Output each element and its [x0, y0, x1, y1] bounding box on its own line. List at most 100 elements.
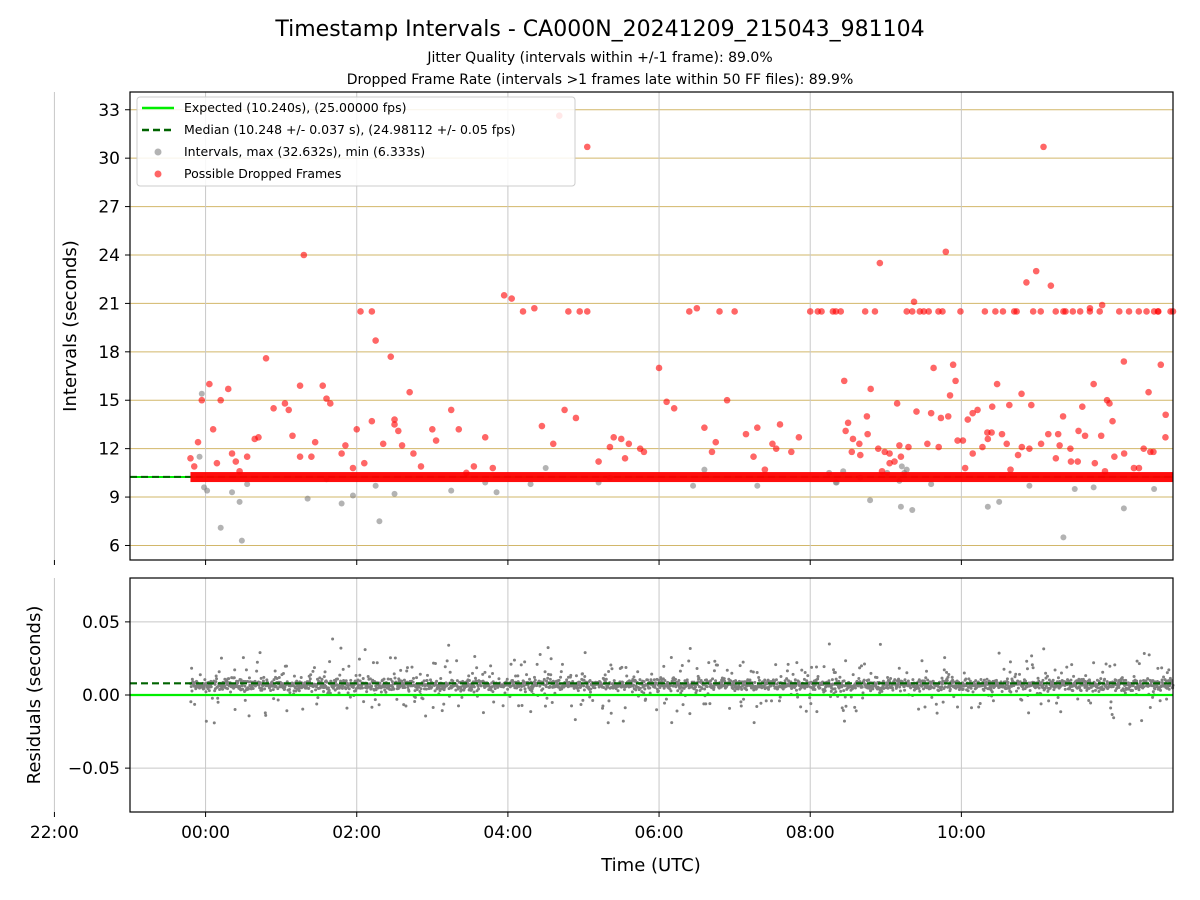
residual-point — [631, 678, 635, 682]
residual-point — [233, 708, 237, 712]
residual-point — [902, 685, 906, 689]
residual-point — [757, 678, 761, 682]
residual-point — [219, 656, 223, 660]
residual-point — [1008, 670, 1012, 674]
residual-point — [650, 672, 654, 676]
residual-point — [935, 711, 939, 715]
dropped-frame-point — [974, 406, 981, 414]
residual-point — [1119, 679, 1123, 683]
residual-point — [1013, 675, 1017, 679]
residual-point — [630, 690, 634, 694]
residual-point — [898, 689, 902, 693]
residual-point — [466, 684, 470, 688]
residual-point — [511, 680, 515, 684]
residual-point — [340, 686, 344, 690]
dropped-frame-point — [1143, 308, 1150, 315]
dropped-frame-point — [942, 248, 950, 256]
residual-point — [363, 648, 367, 652]
residual-point — [991, 699, 995, 703]
residual-point — [905, 671, 909, 675]
residual-point — [918, 689, 922, 693]
dropped-frame-point — [395, 427, 402, 435]
dropped-frame-point — [981, 308, 989, 315]
residual-point — [1065, 665, 1069, 669]
residual-point — [1046, 689, 1050, 693]
residual-point — [477, 687, 481, 691]
residual-point — [285, 709, 289, 713]
legend: Expected (10.240s), (25.00000 fps) Media… — [136, 96, 576, 187]
residual-point — [593, 686, 597, 690]
dropped-frame-point — [342, 442, 349, 449]
residual-point — [878, 691, 882, 695]
residual-point — [897, 677, 901, 681]
residual-point — [1151, 679, 1155, 683]
residual-point — [448, 670, 452, 674]
residual-point — [1014, 672, 1018, 676]
dropped-frame-point — [1059, 413, 1067, 420]
residual-point — [1079, 689, 1083, 693]
residual-point — [573, 718, 577, 722]
residual-point — [676, 689, 680, 693]
interval-point — [984, 503, 991, 510]
dropped-frame-point — [1106, 400, 1113, 407]
dropped-frame-point — [1079, 403, 1086, 410]
dropped-frame-point — [206, 380, 213, 388]
residual-point — [646, 678, 650, 682]
dropped-frame-point — [954, 437, 961, 444]
dropped-frame-point — [776, 421, 784, 428]
residual-point — [467, 674, 471, 678]
dropped-frame-point — [209, 425, 217, 433]
residual-point — [923, 705, 927, 709]
residual-point — [830, 678, 834, 682]
residual-point — [643, 687, 647, 691]
interval-point — [376, 518, 383, 525]
dropped-frame-point — [925, 308, 933, 315]
dropped-frame-point — [969, 409, 976, 417]
dropped-frame-point — [750, 453, 757, 461]
residual-point — [1165, 671, 1169, 675]
residual-point — [475, 666, 479, 670]
residual-point — [276, 687, 280, 691]
residual-point — [805, 679, 809, 683]
residual-point — [425, 673, 429, 677]
dropped-frame-point — [984, 429, 991, 436]
residual-point — [422, 679, 426, 683]
residual-point — [395, 697, 399, 701]
residual-point — [722, 677, 726, 681]
residual-point — [1096, 686, 1100, 690]
residual-point — [997, 651, 1001, 655]
residual-point — [322, 690, 326, 694]
intervals-y-tick-label: 21 — [98, 294, 120, 314]
residual-point — [530, 689, 534, 693]
legend-box — [136, 96, 576, 187]
residual-point — [392, 672, 396, 676]
residual-point — [588, 678, 592, 682]
interval-point — [754, 482, 761, 489]
residual-point — [1059, 671, 1063, 675]
residual-point — [472, 690, 476, 694]
residual-point — [673, 677, 677, 681]
residual-point — [204, 719, 208, 723]
residual-point — [600, 683, 604, 687]
residual-point — [606, 685, 610, 689]
residual-point — [214, 674, 218, 678]
residual-point — [311, 669, 315, 673]
residual-point — [1114, 678, 1118, 682]
dropped-frame-point — [213, 459, 221, 467]
dropped-frame-point — [969, 450, 977, 457]
residual-point — [1006, 681, 1010, 685]
residual-point — [698, 689, 702, 693]
residual-point — [867, 678, 871, 682]
residual-point — [669, 684, 673, 688]
residual-point — [209, 685, 213, 689]
residual-point — [1072, 674, 1076, 678]
dropped-frame-point — [1074, 458, 1082, 465]
residual-point — [546, 672, 550, 676]
interval-point — [527, 481, 534, 488]
residual-point — [1132, 674, 1136, 678]
residual-point — [625, 674, 629, 678]
residual-point — [487, 675, 491, 679]
residual-point — [229, 690, 233, 694]
residual-point — [834, 690, 838, 694]
intervals-points — [187, 112, 1177, 544]
